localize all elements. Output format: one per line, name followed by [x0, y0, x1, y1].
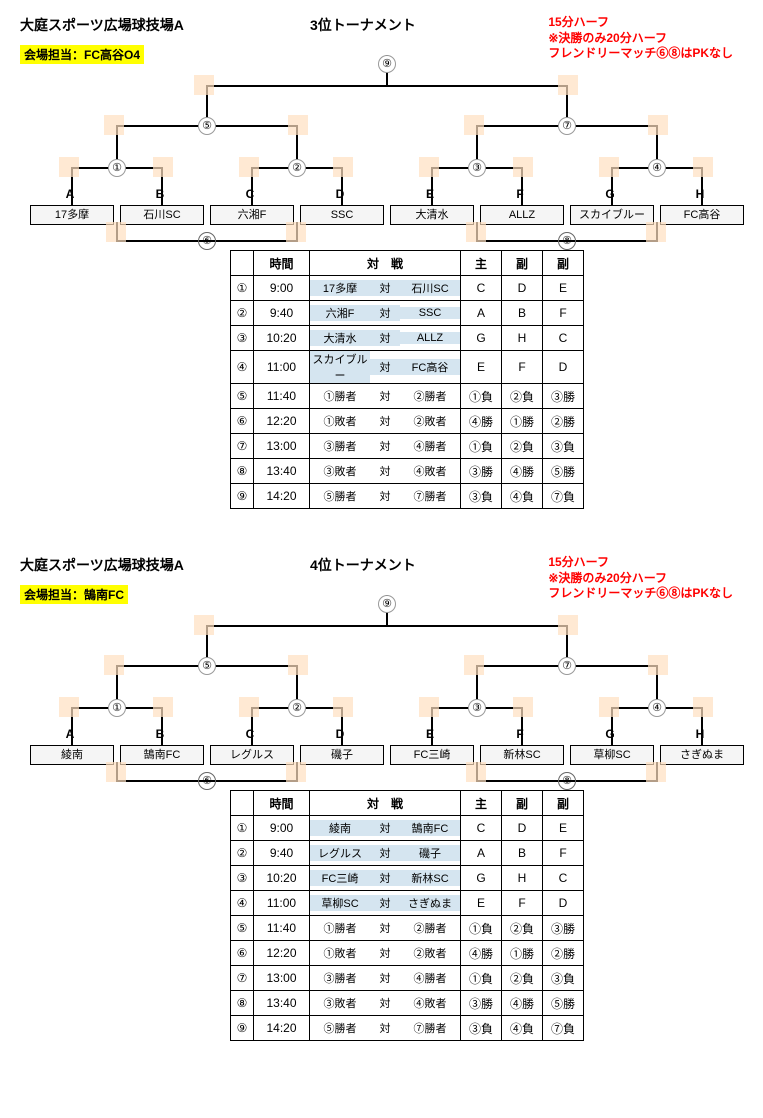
- table-row: ①9:0017多摩対石川SCCDE: [231, 276, 584, 301]
- table-row: ⑥12:20①敗者対②敗者④勝①勝②勝: [231, 941, 584, 966]
- table-header: 副: [502, 791, 543, 816]
- table-row: ④11:00スカイブルー対FC高谷EFD: [231, 351, 584, 384]
- table-header: 主: [461, 791, 502, 816]
- table-header: 時間: [254, 791, 310, 816]
- table-row: ⑧13:40③敗者対④敗者③勝④勝⑤勝: [231, 991, 584, 1016]
- tournament-title: 4位トーナメント: [310, 555, 416, 575]
- table-row: ⑨14:20⑤勝者対⑦勝者③負④負⑦負: [231, 484, 584, 509]
- table-row: ②9:40レグルス対磯子ABF: [231, 841, 584, 866]
- table-row: ①9:00綾南対鵠南FCCDE: [231, 816, 584, 841]
- venue-title: 大庭スポーツ広場球技場A: [20, 555, 184, 575]
- table-row: ⑦13:00③勝者対④勝者①負②負③負: [231, 966, 584, 991]
- venue-title: 大庭スポーツ広場球技場A: [20, 15, 184, 35]
- table-header: [231, 251, 254, 276]
- table-row: ⑧13:40③敗者対④敗者③勝④勝⑤勝: [231, 459, 584, 484]
- table-header: 副: [543, 251, 584, 276]
- table-row: ⑦13:00③勝者対④勝者①負②負③負: [231, 434, 584, 459]
- tournament-title: 3位トーナメント: [310, 15, 416, 35]
- table-row: ③10:20FC三崎対新林SCGHC: [231, 866, 584, 891]
- table-row: ⑤11:40①勝者対②勝者①負②負③勝: [231, 384, 584, 409]
- tournament-section: 大庭スポーツ広場球技場A4位トーナメント15分ハーフ※決勝のみ20分ハーフフレン…: [10, 550, 763, 1090]
- table-header: 副: [502, 251, 543, 276]
- table-row: ⑨14:20⑤勝者対⑦勝者③負④負⑦負: [231, 1016, 584, 1041]
- table-row: ②9:40六湘F対SSCABF: [231, 301, 584, 326]
- table-header: [231, 791, 254, 816]
- schedule-table: 時間対 戦主副副①9:00綾南対鵠南FCCDE②9:40レグルス対磯子ABF③1…: [230, 790, 584, 1041]
- table-header: 時間: [254, 251, 310, 276]
- bracket-diagram: ①②③④⑤⑦⑨A17多摩B石川SCC六湘FDSSCE大清水FALLZGスカイブル…: [30, 55, 750, 230]
- schedule-table: 時間対 戦主副副①9:0017多摩対石川SCCDE②9:40六湘F対SSCABF…: [230, 250, 584, 509]
- bracket-diagram: ①②③④⑤⑦⑨A綾南B鵠南FCCレグルスD磯子EFC三崎F新林SCG草柳SCHさ…: [30, 595, 750, 770]
- table-header: 副: [543, 791, 584, 816]
- table-header: 対 戦: [310, 791, 461, 816]
- table-row: ③10:20大清水対ALLZGHC: [231, 326, 584, 351]
- table-row: ⑥12:20①敗者対②敗者④勝①勝②勝: [231, 409, 584, 434]
- table-row: ④11:00草柳SC対さぎぬまEFD: [231, 891, 584, 916]
- table-header: 対 戦: [310, 251, 461, 276]
- table-row: ⑤11:40①勝者対②勝者①負②負③勝: [231, 916, 584, 941]
- table-header: 主: [461, 251, 502, 276]
- tournament-section: 大庭スポーツ広場球技場A3位トーナメント15分ハーフ※決勝のみ20分ハーフフレン…: [10, 10, 763, 550]
